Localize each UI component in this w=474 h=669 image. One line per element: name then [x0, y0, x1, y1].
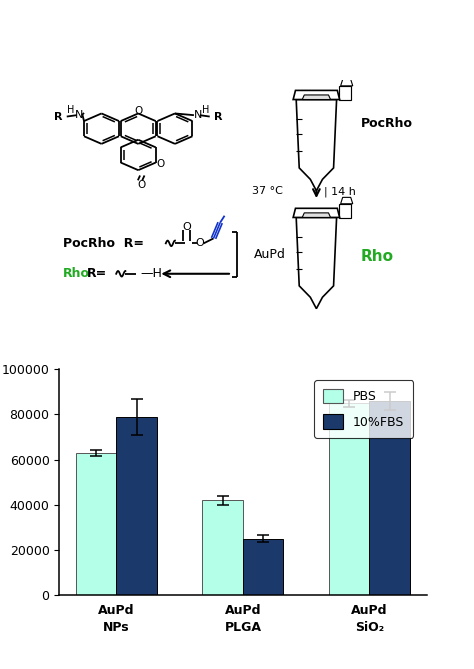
- Polygon shape: [298, 135, 335, 191]
- Text: 37 °C: 37 °C: [253, 186, 283, 196]
- Text: N: N: [193, 110, 202, 120]
- Polygon shape: [338, 86, 351, 100]
- Polygon shape: [338, 204, 351, 218]
- Text: H: H: [202, 104, 210, 114]
- Text: R: R: [54, 112, 63, 122]
- Polygon shape: [293, 208, 340, 217]
- Text: PocRho  R=: PocRho R=: [63, 237, 144, 250]
- Polygon shape: [296, 100, 337, 191]
- Text: —H: —H: [140, 268, 162, 280]
- Polygon shape: [341, 197, 353, 204]
- Text: O: O: [138, 180, 146, 190]
- Bar: [202, 500, 243, 595]
- Polygon shape: [293, 90, 340, 100]
- Text: N: N: [75, 110, 83, 120]
- Text: H: H: [67, 104, 74, 114]
- Polygon shape: [296, 217, 337, 308]
- Legend: PBS, 10%FBS: PBS, 10%FBS: [314, 380, 413, 438]
- Polygon shape: [298, 244, 335, 308]
- Text: O: O: [134, 106, 142, 116]
- Text: O: O: [182, 222, 191, 232]
- Text: PocRho: PocRho: [360, 116, 412, 130]
- Text: | 14 h: | 14 h: [324, 186, 356, 197]
- Bar: [243, 539, 283, 595]
- Text: AuPd: AuPd: [254, 248, 286, 261]
- Bar: [369, 401, 410, 595]
- Bar: [117, 417, 157, 595]
- Text: R=: R=: [87, 268, 107, 280]
- Text: O: O: [156, 159, 164, 169]
- Text: R: R: [214, 112, 222, 122]
- Text: Rho: Rho: [360, 249, 393, 264]
- Text: Rho: Rho: [63, 268, 90, 280]
- Bar: [329, 403, 369, 595]
- Polygon shape: [302, 213, 330, 217]
- Polygon shape: [302, 95, 330, 100]
- Polygon shape: [341, 80, 353, 86]
- Text: O: O: [195, 238, 204, 248]
- Bar: [76, 453, 117, 595]
